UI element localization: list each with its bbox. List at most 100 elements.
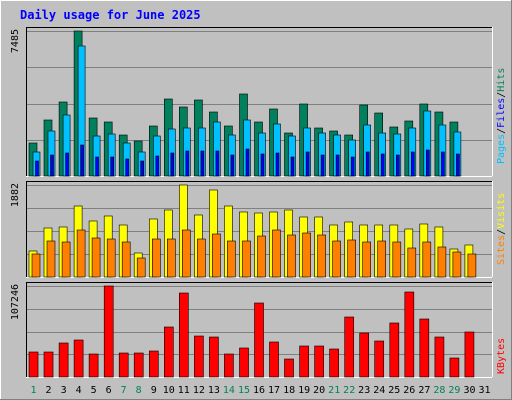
bar-files-day-15 xyxy=(245,148,250,177)
bar-files-day-8 xyxy=(140,160,144,177)
x-tick-label: 18 xyxy=(283,385,295,396)
bar-sites-day-3 xyxy=(61,241,71,278)
x-tick-label: 7 xyxy=(121,385,127,396)
x-tick-label: 5 xyxy=(91,385,97,396)
bar-sites-day-21 xyxy=(332,240,341,278)
bar-sites-day-5 xyxy=(91,237,101,278)
bar-kbytes-day-29 xyxy=(449,357,460,378)
bar-files-day-26 xyxy=(410,151,415,177)
bar-kbytes-day-24 xyxy=(374,340,385,378)
bar-sites-day-9 xyxy=(152,238,161,278)
bar-sites-day-24 xyxy=(377,240,387,278)
bar-files-day-12 xyxy=(200,150,205,177)
bar-kbytes-day-18 xyxy=(284,358,294,378)
x-tick-label: 21 xyxy=(328,385,340,396)
bar-kbytes-day-12 xyxy=(194,335,204,378)
bar-sites-day-14 xyxy=(227,240,236,278)
bar-files-day-24 xyxy=(380,153,385,177)
bar-kbytes-day-14 xyxy=(224,353,234,378)
bar-kbytes-day-8 xyxy=(133,352,144,378)
bar-sites-day-27 xyxy=(422,241,432,278)
x-tick-label: 24 xyxy=(373,385,385,396)
x-tick-label: 31 xyxy=(478,385,490,396)
bar-kbytes-day-7 xyxy=(118,352,129,378)
bar-sites-day-29 xyxy=(452,251,462,278)
bar-files-day-7 xyxy=(125,158,129,177)
bars xyxy=(28,184,477,278)
y-max-label: 107246 xyxy=(10,284,21,320)
panel-visits-sites: 1882 Sites/Visits xyxy=(10,181,507,278)
bar-kbytes-day-3 xyxy=(58,342,69,378)
legend: KBytes xyxy=(496,338,507,374)
bar-kbytes-day-13 xyxy=(209,336,219,378)
bar-kbytes-day-23 xyxy=(359,332,370,378)
bars xyxy=(28,30,462,177)
bar-kbytes-day-15 xyxy=(239,347,249,378)
bar-sites-day-4 xyxy=(76,229,86,278)
y-max-label: 7485 xyxy=(10,29,21,53)
bar-kbytes-day-4 xyxy=(73,339,84,378)
bar-kbytes-day-5 xyxy=(88,353,99,378)
x-tick-label: 6 xyxy=(106,385,112,396)
legend-entry: Files xyxy=(496,98,507,128)
x-tick-label: 26 xyxy=(403,385,415,396)
bar-kbytes-day-26 xyxy=(404,291,415,378)
bar-files-day-9 xyxy=(155,155,160,177)
bar-sites-day-6 xyxy=(106,238,116,278)
bar-sites-day-11 xyxy=(182,229,191,278)
bar-kbytes-day-2 xyxy=(43,351,54,378)
x-tick-label: 14 xyxy=(223,385,235,396)
bar-sites-day-22 xyxy=(347,239,357,278)
bar-kbytes-day-16 xyxy=(254,302,264,378)
bar-files-day-5 xyxy=(95,156,99,177)
bar-kbytes-day-19 xyxy=(299,345,309,378)
panel-kbytes: 107246 KBytes xyxy=(10,282,507,378)
bar-files-day-21 xyxy=(335,154,340,177)
bar-kbytes-day-27 xyxy=(419,318,430,378)
legend-entry: / xyxy=(496,229,507,235)
bar-sites-day-12 xyxy=(197,238,206,278)
x-tick-label: 28 xyxy=(433,385,445,396)
bar-sites-day-26 xyxy=(407,247,417,278)
bar-files-day-17 xyxy=(275,152,280,177)
bar-sites-day-1 xyxy=(31,253,41,278)
legend-entry: KBytes xyxy=(496,338,507,374)
bar-sites-day-7 xyxy=(121,241,131,278)
bar-sites-day-8 xyxy=(136,257,146,278)
bar-files-day-28 xyxy=(441,151,445,177)
x-tick-label: 4 xyxy=(76,385,82,396)
x-tick-label: 19 xyxy=(298,385,310,396)
bar-sites-day-17 xyxy=(272,229,281,278)
x-tick-label: 8 xyxy=(136,385,142,396)
bar-sites-day-19 xyxy=(302,232,311,278)
x-tick-label: 29 xyxy=(448,385,460,396)
x-tick-label: 17 xyxy=(268,385,280,396)
x-tick-label: 11 xyxy=(178,385,190,396)
bar-files-day-2 xyxy=(50,154,54,177)
legend-entry: / xyxy=(496,92,507,98)
legend-entry: / xyxy=(496,128,507,134)
bar-files-day-6 xyxy=(110,156,114,177)
x-tick-label: 30 xyxy=(463,385,475,396)
x-axis-labels: 1 2 3 4 5 6 7 8 9 10 11 12 13 14 15 16 17 18 19 20 21 22 23 24 2… xyxy=(30,385,490,396)
x-tick-label: 12 xyxy=(193,385,205,396)
bar-kbytes-day-10 xyxy=(164,326,174,378)
y-max-label: 1882 xyxy=(10,183,21,207)
legend: Sites/Visits xyxy=(496,193,507,265)
x-tick-label: 15 xyxy=(238,385,250,396)
legend-entry: Visits xyxy=(496,193,507,229)
x-tick-label: 10 xyxy=(163,385,175,396)
x-tick-label: 13 xyxy=(208,385,220,396)
bar-sites-day-20 xyxy=(317,234,326,278)
bar-files-day-22 xyxy=(350,156,355,177)
bar-files-day-14 xyxy=(230,154,235,177)
bar-kbytes-day-11 xyxy=(179,292,189,378)
bar-kbytes-day-21 xyxy=(329,348,339,378)
bar-files-day-18 xyxy=(290,156,295,177)
bar-files-day-20 xyxy=(320,154,325,177)
x-tick-label: 1 xyxy=(30,385,36,396)
bar-sites-day-13 xyxy=(212,233,221,278)
bar-kbytes-day-30 xyxy=(464,331,475,378)
bar-kbytes-day-22 xyxy=(344,316,355,378)
